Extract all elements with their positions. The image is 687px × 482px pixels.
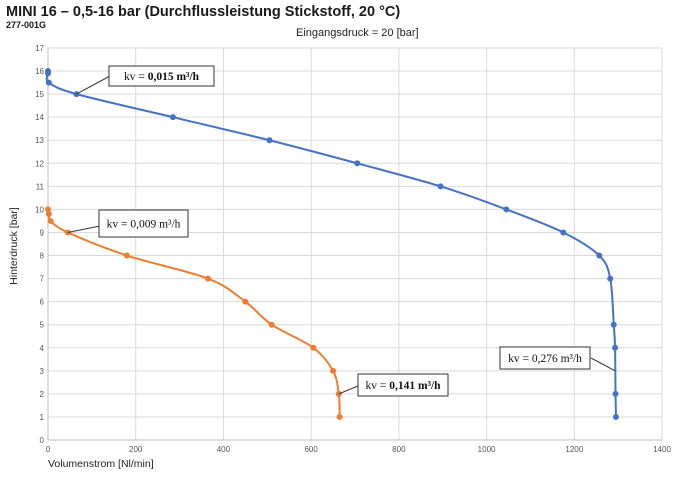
y-tick-label: 3 (40, 367, 45, 376)
data-point-orange (205, 275, 212, 282)
data-point-blue (503, 206, 510, 213)
x-tick-label: 1200 (565, 445, 583, 454)
x-tick-label: 600 (304, 445, 318, 454)
data-point-orange (45, 211, 52, 218)
data-point-orange (47, 217, 54, 224)
kv-leader-line (338, 385, 359, 395)
y-tick-label: 16 (35, 67, 44, 76)
y-tick-label: 0 (40, 436, 45, 445)
kv-callout: kv = 0,015 m³/h (76, 65, 215, 95)
x-tick-label: 200 (129, 445, 143, 454)
data-point-blue (266, 137, 273, 144)
data-point-blue (169, 114, 176, 121)
kv-leader-line (67, 225, 101, 233)
x-tick-label: 1000 (478, 445, 496, 454)
kv-box (357, 373, 449, 397)
gridlines (47, 47, 663, 441)
kv-label: kv = 0,009 m³/h (107, 219, 181, 231)
series-line-blue (45, 71, 617, 417)
chart-subtitle: Eingangsdruck = 20 [bar] (296, 27, 419, 39)
y-tick-label: 14 (35, 113, 44, 122)
data-point-orange (45, 206, 51, 213)
kv-callout: kv = 0,276 m³/h (499, 346, 616, 372)
series-line-orange (47, 209, 341, 417)
y-tick-label: 11 (36, 182, 45, 191)
y-tick-label: 17 (35, 44, 44, 53)
data-point-blue (610, 321, 617, 328)
kv-label: kv = 0,015 m³/h (124, 71, 200, 83)
kv-leader-line (590, 357, 616, 372)
data-point-orange (310, 344, 317, 351)
y-tick-label: 6 (40, 298, 45, 307)
data-point-orange (268, 321, 275, 328)
y-tick-label: 2 (40, 390, 45, 399)
data-point-blue (612, 390, 619, 397)
y-tick-label: 5 (40, 321, 45, 330)
x-tick-label: 0 (46, 445, 51, 454)
x-tick-label: 1400 (653, 445, 671, 454)
x-tick-label: 400 (217, 445, 231, 454)
data-point-orange (242, 298, 249, 305)
data-point-blue (45, 79, 52, 86)
data-point-blue (437, 183, 444, 190)
data-point-blue (612, 344, 619, 351)
y-tick-label: 15 (35, 90, 44, 99)
annotation-layer: kv = 0,015 m³/h kv = 0,009 m³/h kv = 0,141… (67, 65, 616, 397)
y-tick-label: 7 (40, 275, 45, 284)
kv-box (108, 65, 215, 87)
kv-callout: kv = 0,009 m³/h (67, 209, 189, 238)
kv-box (98, 209, 189, 238)
data-point-blue (560, 229, 567, 236)
data-point-orange (336, 413, 343, 420)
x-tick-label: 800 (392, 445, 406, 454)
y-tick-label: 4 (40, 344, 45, 353)
y-tick-label: 8 (40, 252, 45, 261)
series-orange (45, 206, 343, 420)
y-tick-label: 12 (35, 159, 44, 168)
data-point-orange (123, 252, 130, 259)
data-point-blue (596, 252, 603, 259)
y-tick-label: 1 (40, 413, 45, 422)
product-code: 277-001G (6, 20, 47, 30)
data-point-blue (45, 70, 51, 77)
data-point-orange (330, 367, 337, 374)
data-point-blue (612, 413, 619, 420)
kv-label: kv = 0,141 m³/h (365, 380, 441, 392)
data-point-blue (607, 275, 614, 282)
x-axis-title: Volumenstrom [Nl/min] (48, 458, 154, 470)
y-tick-label: 13 (35, 136, 44, 145)
y-axis-title: Hinterdruck [bar] (8, 207, 20, 285)
kv-callout: kv = 0,141 m³/h (338, 373, 449, 397)
y-tick-label: 10 (35, 205, 44, 214)
kv-label: kv = 0,276 m³/h (508, 353, 582, 365)
chart-title: MINI 16 – 0,5-16 bar (Durchflussleistung… (6, 4, 401, 20)
y-tick-label: 9 (40, 228, 45, 237)
data-point-blue (354, 160, 361, 167)
kv-leader-line (76, 75, 111, 95)
kv-box (499, 346, 591, 370)
